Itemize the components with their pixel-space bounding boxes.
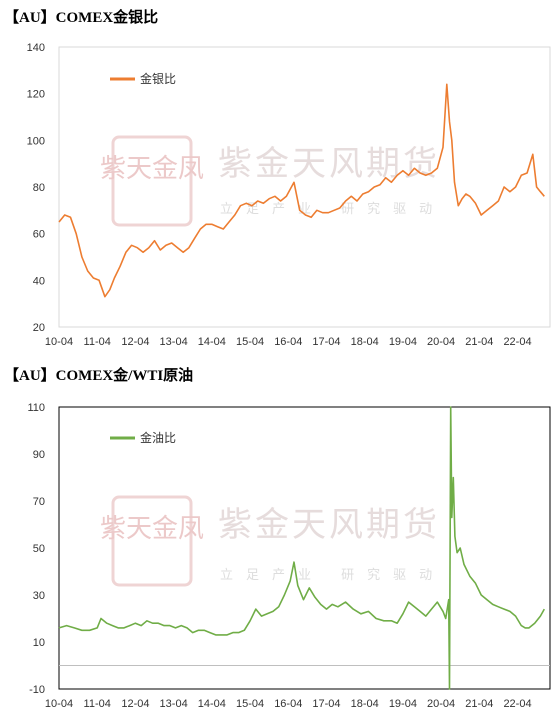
chart1-y-tick-label: 80 xyxy=(33,182,45,194)
chart1-y-tick-label: 140 xyxy=(27,42,45,54)
chart1-x-tick-label: 13-04 xyxy=(160,336,188,348)
chart2-x-tick-label: 22-04 xyxy=(503,698,531,710)
chart1-y-tick-label: 40 xyxy=(33,275,45,287)
chart2-series-line xyxy=(58,406,545,690)
chart2-x-tick-label: 12-04 xyxy=(121,698,149,710)
chart2-legend-label: 金油比 xyxy=(140,430,176,445)
chart2-x-tick-label: 11-04 xyxy=(84,698,111,710)
chart2-x-tick-label: 10-04 xyxy=(45,698,73,710)
gold-silver-ratio-chart: 紫天金凤 紫金天风期货 立足产业 研究驱动 20406080100120140 … xyxy=(27,42,551,348)
chart2-y-axis: -10 10 30 50 70 90 110 xyxy=(27,402,45,696)
watermark-seal-bottom: 紫天金凤 xyxy=(100,514,204,544)
chart1-x-tick-label: 14-04 xyxy=(198,336,226,348)
gold-oil-ratio-chart: 紫天金凤 紫金天风期货 立足产业 研究驱动 -10 10 30 50 70 90 110 1… xyxy=(27,402,551,710)
chart2-y-tick-label: 70 xyxy=(33,496,45,508)
chart1-x-tick-label: 19-04 xyxy=(389,336,417,348)
watermark-company: 紫金天风期货 xyxy=(218,144,440,184)
chart2-legend: 金油比 xyxy=(110,430,176,445)
watermark-slogan: 立足产业 研究驱动 xyxy=(220,202,445,217)
chart1-series-line xyxy=(58,83,545,298)
chart1-x-tick-label: 16-04 xyxy=(274,336,302,348)
chart1-y-tick-label: 120 xyxy=(27,89,45,101)
chart1-x-tick-label: 17-04 xyxy=(312,336,340,348)
chart1-y-tick-label: 60 xyxy=(33,229,45,241)
chart1-y-tick-label: 20 xyxy=(33,322,45,334)
chart1-y-tick-label: 100 xyxy=(27,135,45,147)
watermark-slogan-2: 立足产业 研究驱动 xyxy=(220,568,445,583)
chart1-x-tick-label: 21-04 xyxy=(465,336,493,348)
chart1-legend: 金银比 xyxy=(110,71,176,86)
chart1-y-axis: 20 40 60 80 100 120 140 xyxy=(27,42,45,334)
chart2-x-tick-label: 19-04 xyxy=(389,698,417,710)
chart2-y-tick-label: 90 xyxy=(33,449,45,461)
chart2-x-tick-label: 14-04 xyxy=(198,698,226,710)
chart2-x-tick-label: 13-04 xyxy=(160,698,188,710)
chart2-x-tick-label: 20-04 xyxy=(427,698,455,710)
chart1-legend-label: 金银比 xyxy=(140,71,176,86)
chart1-plot-frame xyxy=(58,46,551,328)
chart2-y-tick-label: 50 xyxy=(33,543,45,555)
chart2-y-tick-label: 110 xyxy=(27,402,45,414)
chart1-x-tick-label: 15-04 xyxy=(236,336,264,348)
chart1-x-tick-label: 18-04 xyxy=(351,336,379,348)
chart1-x-tick-label: 20-04 xyxy=(427,336,455,348)
chart2-x-axis: 10-04 11-04 12-04 13-04 14-04 15-04 16-04 17-04… xyxy=(45,698,532,710)
chart2-x-tick-label: 16-04 xyxy=(274,698,302,710)
chart1-x-tick-label: 12-04 xyxy=(121,336,149,348)
chart2-title: 【AU】COMEX金/WTI原油 xyxy=(4,368,194,384)
chart2-y-tick-label: 30 xyxy=(33,590,45,602)
watermark: 紫天金凤 紫金天风期货 立足产业 研究驱动 xyxy=(100,495,445,587)
chart1-x-tick-label: 11-04 xyxy=(84,336,111,348)
chart2-y-tick-label: 10 xyxy=(33,637,45,649)
chart2-x-tick-label: 15-04 xyxy=(236,698,264,710)
chart2-x-tick-label: 21-04 xyxy=(465,698,493,710)
chart2-x-tick-label: 18-04 xyxy=(351,698,379,710)
watermark-company-2: 紫金天风期货 xyxy=(218,505,440,545)
chart2-y-tick-label: -10 xyxy=(29,684,45,696)
chart1-title: 【AU】COMEX金银比 xyxy=(4,10,159,26)
chart1-x-tick-label: 10-04 xyxy=(45,336,73,348)
chart1-x-axis: 10-04 11-04 12-04 13-04 14-04 15-04 16-04 17-04… xyxy=(45,336,532,348)
watermark: 紫天金凤 紫金天风期货 立足产业 研究驱动 xyxy=(100,135,445,227)
watermark-seal-top: 紫天金凤 xyxy=(100,154,204,184)
chart2-x-tick-label: 17-04 xyxy=(312,698,340,710)
chart2-plot-frame xyxy=(58,406,551,690)
chart1-x-tick-label: 22-04 xyxy=(503,336,531,348)
